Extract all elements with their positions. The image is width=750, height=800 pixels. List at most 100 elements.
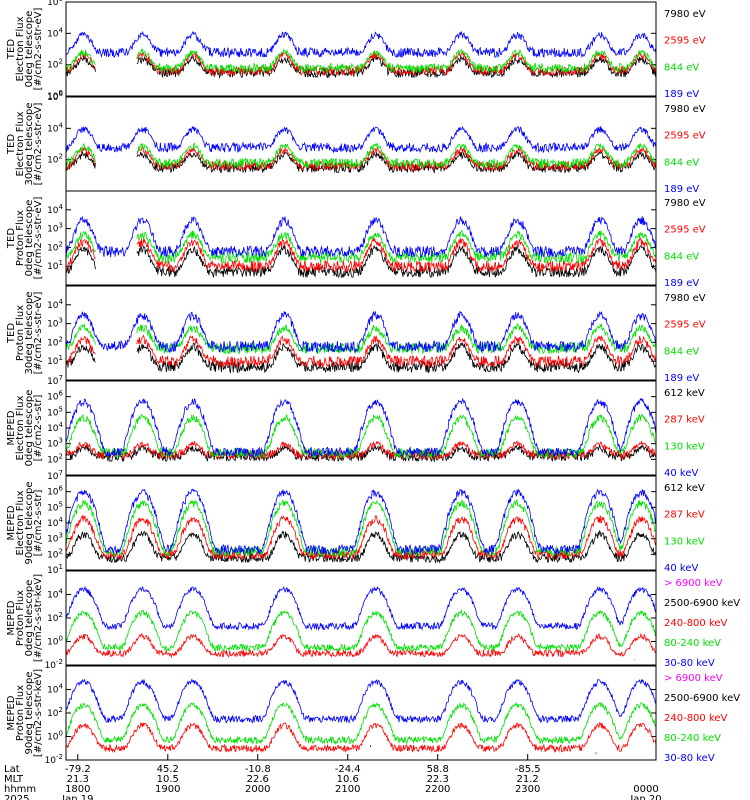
y-tick-label: 100 <box>47 635 63 648</box>
x-axis-value: 1900 <box>155 784 180 795</box>
ylabel-line: MEPED <box>6 505 17 540</box>
y-tick-label: 101 <box>47 563 63 576</box>
legend-entry: 40 keV <box>664 468 698 479</box>
x-axis-value: 22.6 <box>247 774 269 785</box>
series-line-4 <box>65 397 657 458</box>
x-axis-value: 0000 <box>633 784 658 795</box>
x-axis-value: -24.4 <box>335 764 361 775</box>
legend-entry: 7980 eV <box>664 293 706 304</box>
ylabel-line: [#/cm2-s-str-keV] <box>33 669 44 757</box>
legend-entry: 287 keV <box>664 510 705 521</box>
x-axis-value: 2000 <box>245 784 270 795</box>
ylabel-line: MEPED <box>6 410 17 445</box>
legend-entry: 2595 eV <box>664 320 706 331</box>
legend-entry: > 6900 keV <box>664 578 723 589</box>
ylabel-line: Proton Flux <box>15 305 26 361</box>
ylabel-line: [#/cm2-s-str-eV] <box>33 103 44 186</box>
legend-entry: 844 eV <box>664 157 699 168</box>
series-line-3 <box>65 48 657 74</box>
series-line-3 <box>65 229 657 265</box>
series-line-3 <box>65 499 657 558</box>
legend-entry: 189 eV <box>664 89 699 100</box>
x-axis-row-label: MLT <box>4 774 24 785</box>
series-line-4 <box>65 609 657 653</box>
ylabel-line: 30deg telescope <box>24 102 35 185</box>
x-axis-value: 2100 <box>335 784 360 795</box>
legend-entry: 240-800 keV <box>664 713 728 724</box>
y-tick-label: 103 <box>47 532 63 545</box>
ylabel-line: [#/cm2-s-str-eV] <box>33 197 44 280</box>
ylabel-line: [#/cm2-s-str-keV] <box>33 574 44 662</box>
y-tick-label: 106 <box>47 485 63 498</box>
y-tick-label: 104 <box>47 26 63 39</box>
x-axis-value: 10.5 <box>157 774 179 785</box>
legend-entry: 844 eV <box>664 62 699 73</box>
y-tick-label: 104 <box>47 683 63 696</box>
ylabel-line: 0deg telescope <box>24 580 35 657</box>
ylabel-line: 30deg telescope <box>24 291 35 374</box>
y-tick-label: 106 <box>47 0 63 8</box>
legend-entry: 130 keV <box>664 536 705 547</box>
panel-frame <box>65 285 657 381</box>
legend-entry: 189 eV <box>664 184 699 195</box>
series-line-4 <box>65 488 657 556</box>
series-line-3 <box>65 322 656 355</box>
series-line-1 <box>65 244 657 278</box>
ylabel-line: Electron Flux <box>15 111 26 176</box>
y-tick-label: 102 <box>47 58 63 71</box>
x-axis-row-label: 2025 <box>4 794 29 800</box>
y-tick-label: 104 <box>47 588 63 601</box>
panel-frame <box>65 380 657 476</box>
legend-entry: > 6900 keV <box>664 673 723 684</box>
y-tick-label: 102 <box>47 706 63 719</box>
y-tick-label: 104 <box>47 298 63 311</box>
legend-entry: 287 keV <box>664 415 705 426</box>
ylabel-line: Proton Flux <box>15 210 26 266</box>
y-tick-label: 102 <box>47 240 63 253</box>
series-line-1 <box>269 659 636 666</box>
x-axis-row-label: hhmm <box>4 784 36 795</box>
y-tick-label: 100 <box>47 89 63 102</box>
series-line-1 <box>596 752 647 756</box>
panel-frame <box>65 190 657 286</box>
panel-frame <box>65 665 657 761</box>
ylabel-line: MEPED <box>6 600 17 635</box>
x-axis-value: Jan 19 <box>61 794 93 800</box>
x-axis: Lat -79.2 45.2 -10.8 -24.4 58.8 -85.5 MLT 21.3 10… <box>4 754 662 800</box>
x-axis-value: 1800 <box>65 784 90 795</box>
y-tick-label: 105 <box>47 405 63 418</box>
y-tick-label: 107 <box>47 469 63 482</box>
y-tick-label: 10-2 <box>45 658 63 671</box>
ylabel-line: [#/cm2-s-str] <box>33 394 44 461</box>
ylabel-line: [#/cm2-s-str-eV] <box>33 292 44 375</box>
legend-entry: 2500-6900 keV <box>664 598 740 609</box>
y-tick-label: 106 <box>47 90 63 103</box>
series-line-2 <box>65 334 657 369</box>
legend-entry: 7980 eV <box>664 198 706 209</box>
y-tick-label: 103 <box>47 437 63 450</box>
x-axis-value: 2200 <box>425 784 450 795</box>
series-line-5 <box>65 585 657 632</box>
y-tick-label: 107 <box>47 374 63 387</box>
legend-entry: 240-800 keV <box>664 618 728 629</box>
legend-entry: 189 eV <box>664 278 699 289</box>
series-line-3 <box>65 142 657 170</box>
legend-entry: 2595 eV <box>664 131 706 142</box>
y-tick-label: 101 <box>47 354 63 367</box>
y-tick-label: 102 <box>47 547 63 560</box>
ylabel-line: 90deg telescope <box>24 481 35 564</box>
x-axis-value: 21.3 <box>67 774 89 785</box>
panel-frame <box>65 475 657 571</box>
legend-entry: 7980 eV <box>664 104 706 115</box>
legend-entry: 80-240 keV <box>664 638 721 649</box>
x-axis-value: 10.6 <box>337 774 359 785</box>
ylabel-line: TED <box>6 323 17 344</box>
series-line-4 <box>65 125 657 154</box>
legend-entry: 2595 eV <box>664 225 706 236</box>
ylabel-line: TED <box>6 39 17 60</box>
